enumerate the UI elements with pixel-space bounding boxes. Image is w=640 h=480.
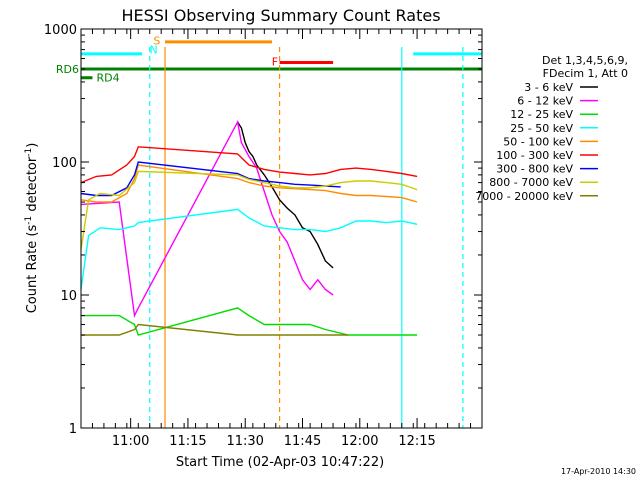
plot-frame [80, 28, 483, 429]
series-line [237, 121, 334, 269]
series-line [80, 161, 341, 197]
flag-label-rd4: RD4 [96, 72, 119, 85]
legend-label: 7000 - 20000 keV [475, 190, 573, 203]
y-tick-label: 10 [60, 289, 77, 304]
legend-label: 800 - 7000 keV [489, 176, 573, 189]
x-tick-label: 12:00 [341, 434, 378, 449]
legend-label: 12 - 25 keV [510, 108, 573, 121]
x-tick-label: 12:15 [398, 434, 435, 449]
series-line [81, 323, 349, 336]
x-axis-ticks: 11:00 11:15 11:30 11:45 12:00 12:15 [80, 29, 483, 449]
flag-letter: F [272, 55, 278, 68]
y-tick-label: 100 [52, 156, 77, 171]
series-layer [80, 119, 418, 336]
y-tick-label: 1000 [44, 23, 77, 38]
x-tick-label: 11:45 [284, 434, 321, 449]
flag-letter: N [150, 44, 158, 57]
x-tick-label: 11:00 [112, 434, 149, 449]
series-line [81, 307, 418, 336]
chart-title: HESSI Observing Summary Count Rates [121, 6, 440, 25]
flag-label-rd6: RD6 [56, 63, 79, 76]
legend-label: 6 - 12 keV [517, 95, 573, 108]
legend-label: 25 - 50 keV [510, 122, 573, 135]
timestamp: 17-Apr-2010 14:30 [561, 467, 636, 476]
legend-label: 50 - 100 keV [503, 135, 573, 148]
legend-label: 3 - 6 keV [524, 81, 573, 94]
series-line [80, 119, 334, 318]
series-line [80, 170, 418, 250]
y-axis-label: Count Rate (s-1 detector-1) [24, 143, 40, 314]
legend-header-line-1: Det 1,3,4,5,6,9, [542, 54, 628, 67]
legend-label: 300 - 800 keV [496, 163, 573, 176]
y-axis-ticks: 1 10 100 1000 [44, 23, 482, 437]
legend: Det 1,3,4,5,6,9, FDecim 1, Att 0 3 - 6 k… [475, 54, 628, 203]
legend-header-line-2: FDecim 1, Att 0 [543, 67, 628, 80]
flag-letter: S [153, 34, 160, 47]
legend-label: 100 - 300 keV [496, 149, 573, 162]
series-line [80, 164, 418, 203]
time-markers [149, 47, 464, 428]
x-axis-label: Start Time (02-Apr-03 10:47:22) [176, 455, 384, 470]
x-tick-label: 11:15 [169, 434, 206, 449]
flag-layer: RD6 RD4 NS F [56, 34, 482, 85]
series-line [80, 146, 418, 184]
x-tick-label: 11:30 [226, 434, 263, 449]
y-tick-label: 1 [69, 422, 77, 437]
series-line [80, 208, 418, 290]
